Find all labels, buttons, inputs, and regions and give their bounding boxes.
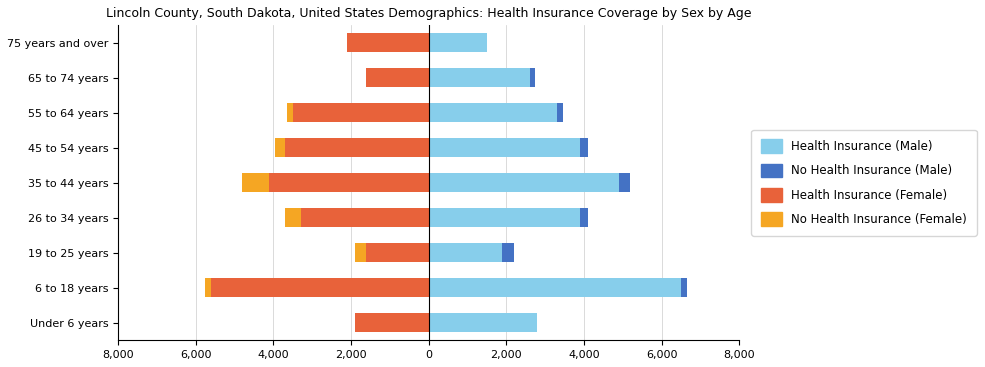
Bar bbox=[300, 208, 428, 228]
Bar bbox=[293, 103, 428, 123]
Bar bbox=[580, 138, 588, 157]
Bar bbox=[285, 138, 428, 157]
Bar bbox=[366, 243, 428, 262]
Bar bbox=[580, 208, 588, 228]
Bar bbox=[355, 243, 366, 262]
Bar bbox=[428, 243, 502, 262]
Bar bbox=[681, 278, 687, 297]
Bar bbox=[619, 173, 630, 192]
Bar bbox=[428, 103, 557, 123]
Bar bbox=[206, 278, 211, 297]
Bar bbox=[428, 208, 580, 228]
Bar bbox=[428, 33, 487, 52]
Bar bbox=[428, 278, 681, 297]
Bar bbox=[366, 68, 428, 87]
Bar bbox=[428, 313, 537, 333]
Bar bbox=[502, 243, 514, 262]
Bar bbox=[242, 173, 270, 192]
Bar bbox=[347, 33, 428, 52]
Bar bbox=[530, 68, 536, 87]
Bar bbox=[428, 68, 530, 87]
Bar bbox=[211, 278, 428, 297]
Bar bbox=[557, 103, 562, 123]
Bar bbox=[285, 208, 300, 228]
Legend: Health Insurance (Male), No Health Insurance (Male), Health Insurance (Female), : Health Insurance (Male), No Health Insur… bbox=[752, 130, 977, 236]
Bar bbox=[428, 138, 580, 157]
Bar bbox=[355, 313, 428, 333]
Bar bbox=[275, 138, 285, 157]
Bar bbox=[428, 173, 619, 192]
Title: Lincoln County, South Dakota, United States Demographics: Health Insurance Cover: Lincoln County, South Dakota, United Sta… bbox=[105, 7, 752, 20]
Bar bbox=[270, 173, 428, 192]
Bar bbox=[287, 103, 293, 123]
